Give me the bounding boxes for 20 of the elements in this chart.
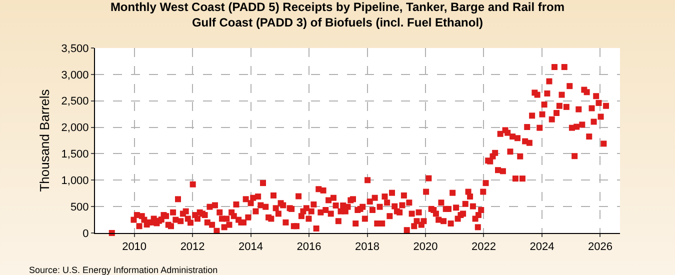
y-tick-label: 1,000 [61, 174, 89, 187]
x-tick-label: 2018 [355, 241, 380, 254]
y-tick-label: 500 [70, 201, 89, 214]
x-tick-label: 2024 [530, 241, 554, 254]
chart-title: Monthly West Coast (PADD 5) Receipts by Pipeline, Tanker, Barge and Rail from Gulf Coast (PADD 3) of Biofuels (incl. Fuel Ethanol) [110, 0, 565, 30]
y-tick-label: 3,500 [61, 42, 89, 55]
x-tick-label: 2016 [296, 241, 322, 254]
source-note: Source: U.S. Energy Information Administration [29, 265, 218, 275]
x-tick-label: 2012 [180, 241, 205, 254]
x-tick-label: 2026 [588, 241, 612, 254]
y-tick-label: 0 [82, 228, 89, 240]
y-tick-label: 2,000 [61, 122, 89, 134]
x-tick-label: 2020 [413, 241, 438, 254]
y-tick-label: 3,000 [61, 69, 89, 82]
y-tick-label: 1,500 [61, 148, 89, 161]
y-tick-label: 2,500 [61, 96, 89, 108]
y-axis-title: Thousand Barrels [37, 88, 52, 192]
x-tick-label: 2014 [238, 241, 264, 254]
x-tick-label: 2010 [122, 241, 147, 254]
x-tick-label: 2022 [471, 241, 496, 254]
